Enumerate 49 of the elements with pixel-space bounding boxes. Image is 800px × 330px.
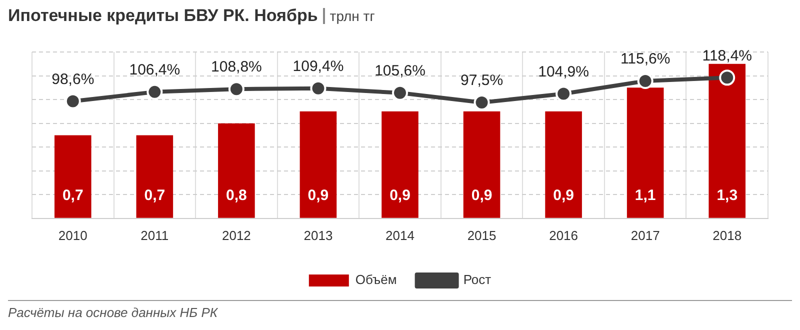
x-tick-label: 2012 bbox=[222, 228, 251, 243]
legend-label: Рост bbox=[463, 272, 492, 288]
bar bbox=[626, 88, 664, 218]
data-label: 0,9 bbox=[308, 187, 329, 204]
point bbox=[556, 86, 572, 102]
legend-label: Объём bbox=[355, 272, 397, 288]
chart-title: Ипотечные кредиты БВУ РК. Ноябрь bbox=[8, 6, 318, 25]
bar bbox=[708, 64, 746, 218]
data-label: 0,9 bbox=[553, 187, 574, 204]
x-tick-label: 2016 bbox=[549, 228, 578, 243]
data-label: 0,9 bbox=[390, 187, 410, 204]
data-label: 1,3 bbox=[716, 187, 738, 204]
data-label: 115,6% bbox=[620, 50, 670, 68]
data-label: 0,7 bbox=[62, 187, 84, 204]
bar bbox=[218, 123, 255, 218]
point bbox=[392, 84, 408, 101]
point bbox=[310, 80, 326, 96]
bar bbox=[136, 135, 174, 218]
x-tick-label: 2010 bbox=[58, 228, 88, 243]
text: Расчёты на основе данных НБ РК bbox=[8, 305, 218, 320]
data-label: 105,6% bbox=[374, 62, 426, 80]
point bbox=[64, 93, 81, 110]
data-label: 0,7 bbox=[144, 187, 166, 204]
point bbox=[719, 70, 736, 86]
bar bbox=[54, 135, 92, 218]
data-label: 106,4% bbox=[129, 62, 180, 79]
bar bbox=[382, 111, 418, 218]
point bbox=[146, 84, 163, 100]
point bbox=[637, 73, 654, 89]
data-label: 0,8 bbox=[226, 187, 247, 204]
data-label: 108,8% bbox=[211, 58, 262, 76]
point bbox=[228, 81, 244, 98]
bar bbox=[545, 111, 582, 218]
data-label: 1,1 bbox=[634, 187, 656, 204]
x-tick-label: 2014 bbox=[386, 228, 414, 243]
bar bbox=[463, 111, 500, 218]
data-label: 118,4% bbox=[702, 47, 752, 64]
x-tick-label: 2013 bbox=[304, 228, 333, 243]
data-label: 97,5% bbox=[460, 72, 504, 90]
data-label: 0,9 bbox=[471, 187, 492, 204]
chart-subtitle: трлн тг bbox=[322, 8, 375, 24]
x-tick-label: 2017 bbox=[630, 228, 660, 243]
x-tick-label: 2018 bbox=[712, 228, 742, 243]
x-tick-label: 2011 bbox=[140, 228, 169, 243]
data-label: 104,9% bbox=[538, 63, 589, 80]
data-label: 109,4% bbox=[292, 58, 344, 76]
data-label: 98,6% bbox=[52, 70, 94, 88]
bar bbox=[300, 111, 337, 218]
x-tick-label: 2015 bbox=[467, 228, 496, 243]
